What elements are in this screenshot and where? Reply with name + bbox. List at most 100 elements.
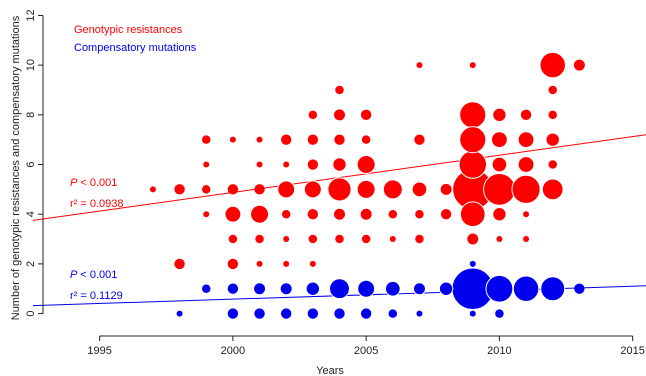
y-tick-label: 10 bbox=[25, 59, 37, 71]
compensatory-point bbox=[485, 274, 514, 303]
compensatory-points bbox=[176, 260, 585, 319]
resistance-point bbox=[469, 62, 476, 69]
resistance-point bbox=[490, 131, 508, 149]
resistance-point bbox=[334, 134, 345, 145]
resistance-point bbox=[307, 134, 319, 145]
compensatory-point bbox=[334, 308, 345, 319]
resistance-point bbox=[459, 201, 486, 228]
resistance-point bbox=[459, 126, 487, 154]
resistance-point bbox=[548, 85, 557, 95]
resistance-point bbox=[411, 181, 428, 198]
resistance-r2: r² = 0.0938 bbox=[70, 198, 124, 210]
x-tick-label: 1995 bbox=[87, 345, 111, 357]
resistance-point bbox=[277, 180, 296, 199]
y-tick-label: 8 bbox=[25, 112, 37, 118]
resistance-p-value: P < 0.001 bbox=[70, 177, 117, 189]
compensatory-point bbox=[280, 308, 292, 319]
resistance-point bbox=[389, 236, 396, 243]
resistance-point bbox=[458, 150, 488, 179]
resistance-point bbox=[201, 185, 211, 194]
compensatory-point bbox=[384, 280, 401, 297]
compensatory-point bbox=[469, 260, 476, 267]
resistance-point bbox=[203, 211, 210, 218]
y-tick-label: 0 bbox=[25, 311, 37, 317]
resistance-p-label: P bbox=[70, 177, 78, 189]
resistance-point bbox=[229, 136, 236, 143]
y-tick-label: 12 bbox=[25, 9, 37, 21]
resistance-point bbox=[227, 258, 239, 270]
resistance-point bbox=[414, 134, 425, 145]
resistance-point bbox=[520, 109, 532, 121]
y-tick-label: 6 bbox=[25, 161, 37, 167]
compensatory-point bbox=[279, 282, 293, 296]
resistance-point bbox=[517, 131, 535, 149]
resistance-point bbox=[356, 179, 376, 199]
resistance-point bbox=[335, 85, 344, 95]
resistance-point bbox=[308, 110, 318, 120]
resistance-point bbox=[281, 209, 291, 219]
resistance-point bbox=[415, 234, 424, 244]
resistance-point bbox=[256, 161, 263, 168]
resistance-point bbox=[511, 174, 541, 204]
resistance-point bbox=[539, 51, 566, 79]
compensatory-point bbox=[416, 310, 423, 317]
resistance-point bbox=[382, 179, 403, 200]
resistance-point bbox=[283, 236, 290, 243]
resistance-point bbox=[174, 258, 185, 270]
resistance-point bbox=[440, 209, 452, 220]
resistance-point bbox=[201, 135, 211, 144]
compensatory-point bbox=[227, 283, 239, 294]
resistance-points bbox=[149, 51, 586, 293]
resistance-point bbox=[254, 184, 265, 195]
resistance-point bbox=[466, 232, 480, 246]
resistance-point bbox=[227, 184, 239, 195]
resistance-point bbox=[439, 182, 453, 196]
compensatory-p-text: < 0.001 bbox=[77, 269, 117, 281]
x-axis-title: Years bbox=[316, 365, 344, 376]
resistance-point bbox=[492, 206, 507, 222]
x-tick-label: 2010 bbox=[487, 345, 511, 357]
compensatory-p-value: P < 0.001 bbox=[70, 269, 117, 281]
resistance-point bbox=[283, 161, 290, 168]
resistance-point bbox=[303, 180, 322, 199]
legend-item-compensatory: Compensatory mutations bbox=[74, 42, 197, 54]
resistance-point bbox=[332, 157, 347, 172]
resistance-point bbox=[307, 209, 319, 220]
resistance-point bbox=[280, 134, 292, 145]
axes: 1995 2000 2005 2010 2015 0 2 4 6 8 10 12 bbox=[25, 9, 645, 357]
resistance-point bbox=[523, 211, 530, 218]
resistance-point bbox=[174, 184, 185, 195]
compensatory-point bbox=[495, 309, 504, 318]
resistance-point bbox=[361, 234, 371, 244]
compensatory-point bbox=[305, 281, 321, 296]
resistance-point bbox=[496, 236, 503, 243]
compensatory-point bbox=[388, 309, 398, 318]
resistance-point bbox=[335, 234, 344, 244]
compensatory-point bbox=[176, 310, 183, 317]
resistance-point bbox=[541, 178, 564, 201]
x-tick-label: 2000 bbox=[221, 345, 245, 357]
resistance-point bbox=[149, 186, 156, 193]
resistance-point bbox=[361, 135, 371, 144]
resistance-point bbox=[416, 62, 423, 69]
resistance-point bbox=[256, 136, 263, 143]
resistance-point bbox=[388, 209, 398, 219]
resistance-point bbox=[517, 156, 535, 173]
legend-item-resistances: Genotypic resistances bbox=[74, 24, 183, 36]
resistance-point bbox=[308, 234, 318, 244]
compensatory-point bbox=[227, 308, 239, 319]
resistance-point bbox=[545, 132, 560, 147]
resistance-point bbox=[256, 260, 263, 267]
resistance-point bbox=[491, 156, 508, 173]
x-tick-label: 2005 bbox=[354, 345, 378, 357]
resistance-point bbox=[459, 101, 487, 129]
y-tick-label: 2 bbox=[25, 261, 37, 267]
compensatory-point bbox=[254, 308, 265, 319]
compensatory-point bbox=[412, 282, 426, 296]
resistance-point bbox=[327, 177, 352, 202]
resistance-point bbox=[283, 260, 290, 267]
compensatory-point bbox=[540, 276, 566, 302]
y-axis-title: Number of genotypic resistances and comp… bbox=[10, 15, 22, 320]
resistance-point bbox=[333, 207, 346, 221]
